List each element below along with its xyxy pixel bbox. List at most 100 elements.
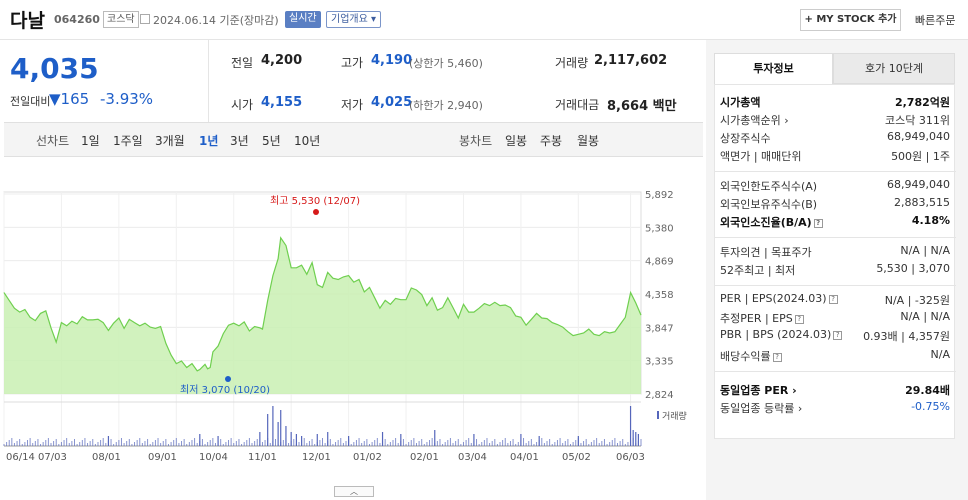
info-row-value: 5,530 | 3,070: [876, 262, 950, 275]
x-tick-label: 01/02: [353, 452, 382, 463]
info-separator: [715, 237, 956, 238]
info-row-value: 500원 | 1주: [891, 150, 950, 163]
help-icon[interactable]: ?: [794, 315, 804, 324]
info-row-value: -0.75%: [911, 400, 950, 413]
help-icon[interactable]: ?: [772, 353, 782, 362]
current-price: 4,035: [10, 52, 99, 85]
info-row: PBR | BPS (2024.03)? 0.93배 | 4,357원: [715, 327, 956, 345]
period-1d[interactable]: 1일: [81, 134, 100, 148]
info-row-label: 외국인한도주식수(A): [720, 180, 818, 193]
low-marker: [225, 376, 231, 382]
candle-daily[interactable]: 일봉: [505, 134, 528, 148]
change-amount: 165: [60, 90, 90, 108]
candle-weekly[interactable]: 주봉: [540, 134, 563, 148]
volume-legend-swatch: [657, 411, 659, 419]
price-chart[interactable]: 5,892 5,380 4,869 4,358 3,847 3,335 2,824 최고 5,…: [0, 158, 703, 500]
help-icon[interactable]: ?: [833, 331, 843, 340]
info-row-value: 29.84배: [905, 384, 950, 397]
amount-label: 거래대금: [555, 98, 600, 112]
x-tick-label: 11/01: [248, 452, 277, 463]
calendar-icon: [140, 14, 150, 24]
x-tick-label: 10/04: [199, 452, 228, 463]
candle-monthly[interactable]: 월봉: [577, 134, 600, 148]
down-arrow-icon: ▼: [49, 90, 61, 108]
info-row-label: 배당수익률?: [720, 348, 782, 364]
period-3y[interactable]: 3년: [230, 134, 249, 148]
info-row-value: 68,949,040: [887, 178, 950, 191]
info-row-value: 2,883,515: [894, 196, 950, 209]
company-info-dropdown[interactable]: 기업개요 ▾: [326, 11, 381, 28]
info-separator: [715, 171, 956, 172]
info-row: PER | EPS(2024.03)? N/A | -325원: [715, 291, 956, 309]
help-icon[interactable]: ?: [813, 219, 823, 228]
info-row-label: 외국인소진율(B/A)?: [720, 214, 823, 230]
info-row-label: 추정PER | EPS?: [720, 310, 804, 326]
x-tick-label: 03/04: [458, 452, 487, 463]
candle-chart-label[interactable]: 봉차트: [459, 134, 493, 148]
market-badge: 코스닥: [103, 11, 139, 28]
low-annotation: 최저 3,070 (10/20): [180, 384, 270, 396]
prev-close-value: 4,200: [261, 53, 303, 68]
price-area: [4, 237, 641, 394]
info-row: 외국인보유주식수(B) 2,883,515: [715, 195, 956, 213]
period-1y[interactable]: 1년: [199, 134, 219, 148]
info-row-value: 2,782억원: [894, 96, 950, 109]
stock-code: 064260: [54, 13, 100, 26]
info-row-label: 투자의견 | 목표주가: [720, 246, 812, 259]
chart-period-toolbar: 선차트 1일 1주일 3개월 1년 3년 5년 10년 봉차트 일봉 주봉 월봉: [4, 122, 703, 157]
info-row-label: 시가총액순위 ›: [720, 114, 789, 127]
price-summary: 4,035: [0, 40, 703, 122]
period-1w[interactable]: 1주일: [113, 134, 143, 148]
volume-value: 2,117,602: [594, 53, 668, 68]
help-icon[interactable]: ?: [828, 295, 838, 304]
x-tick-label: 06/03: [616, 452, 645, 463]
high-marker: [313, 209, 319, 215]
info-row: 시가총액 2,782억원: [715, 93, 956, 111]
info-separator: [715, 285, 956, 286]
x-tick-label: 05/02: [562, 452, 591, 463]
info-row-label: 52주최고 | 최저: [720, 264, 796, 277]
add-my-stock-button[interactable]: + MY STOCK 추가: [800, 9, 901, 31]
info-separator: [715, 371, 956, 372]
change-percent: -3.93%: [100, 90, 154, 108]
period-10y[interactable]: 10년: [294, 134, 321, 148]
info-row: 시가총액순위 › 코스닥 311위: [715, 111, 956, 129]
info-row-label: 동일업종 PER ›: [720, 384, 797, 397]
info-row-value: N/A | N/A: [900, 310, 950, 323]
stock-header: 다날 064260 코스닥 2024.06.14 기준(장마감) 실시간 기업개…: [0, 0, 968, 40]
y-tick-label: 2,824: [645, 390, 674, 401]
high-label: 고가: [341, 56, 364, 70]
info-row: 추정PER | EPS? N/A | N/A: [715, 309, 956, 327]
realtime-button[interactable]: 실시간: [285, 11, 321, 28]
open-value: 4,155: [261, 95, 303, 110]
tab-order-book[interactable]: 호가 10단계: [833, 53, 955, 84]
y-tick-label: 3,847: [645, 323, 674, 334]
info-row: 외국인한도주식수(A) 68,949,040: [715, 177, 956, 195]
price-line: [3, 236, 642, 372]
info-row-label: 시가총액: [720, 96, 761, 109]
x-tick-label: 12/01: [302, 452, 331, 463]
stock-name: 다날: [10, 10, 45, 32]
info-row-value: N/A | N/A: [900, 244, 950, 257]
x-tick-label: 08/01: [92, 452, 121, 463]
base-date: 2024.06.14 기준(장마감): [153, 14, 279, 27]
period-3m[interactable]: 3개월: [155, 134, 185, 148]
info-row-label: 액면가 | 매매단위: [720, 150, 802, 163]
info-row-value: N/A: [930, 348, 950, 361]
line-chart-label[interactable]: 선차트: [36, 134, 70, 148]
volume-legend: 거래량: [662, 410, 687, 422]
y-tick-label: 4,869: [645, 257, 674, 268]
info-row-value: 코스닥 311위: [885, 114, 950, 127]
prev-close-label: 전일: [231, 56, 254, 70]
amount-value: 8,664 백만: [607, 99, 677, 114]
info-row-label: 외국인보유주식수(B): [720, 198, 818, 211]
tab-investment-info[interactable]: 투자정보: [714, 53, 833, 84]
high-value: 4,190: [371, 53, 413, 68]
chart-expand-button[interactable]: ︿: [334, 486, 374, 497]
period-5y[interactable]: 5년: [262, 134, 281, 148]
investment-info-list: 시가총액 2,782억원 시가총액순위 › 코스닥 311위 상장주식수 68,949,0…: [714, 84, 956, 439]
info-row: 배당수익률? N/A: [715, 347, 956, 365]
quick-order-button[interactable]: 빠른주문: [915, 14, 956, 27]
high-annotation: 최고 5,530 (12/07): [270, 195, 360, 207]
price-chart-svg: 5,892 5,380 4,869 4,358 3,847 3,335 2,824 최고 5,…: [3, 190, 687, 463]
